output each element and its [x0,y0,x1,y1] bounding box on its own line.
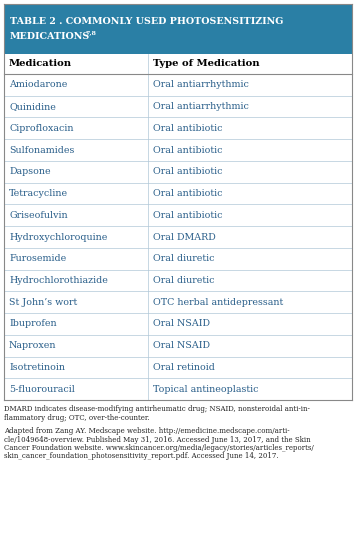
Text: Oral DMARD: Oral DMARD [153,233,216,241]
Bar [4,270,352,292]
Bar [4,226,352,248]
Text: Oral antibiotic: Oral antibiotic [153,146,223,155]
Text: Oral antibiotic: Oral antibiotic [153,211,223,220]
Text: Oral antiarrhythmic: Oral antiarrhythmic [153,102,249,111]
Text: Griseofulvin: Griseofulvin [9,211,68,220]
Text: flammatory drug; OTC, over-the-counter.: flammatory drug; OTC, over-the-counter. [4,414,150,422]
Bar [4,335,352,356]
Text: Oral diuretic: Oral diuretic [153,254,215,263]
Bar [4,356,352,378]
Bar [4,96,352,118]
Text: Hydrochlorothiazide: Hydrochlorothiazide [9,276,108,285]
Text: Oral retinoid: Oral retinoid [153,363,215,372]
Text: Hydroxychloroquine: Hydroxychloroquine [9,233,108,241]
Text: Tetracycline: Tetracycline [9,189,68,198]
Text: Amiodarone: Amiodarone [9,80,67,89]
Bar [4,74,352,96]
Text: cle/1049648-overview. Published May 31, 2016. Accessed June 13, 2017, and the Sk: cle/1049648-overview. Published May 31, … [4,435,311,444]
Text: Furosemide: Furosemide [9,254,66,263]
Text: Oral diuretic: Oral diuretic [153,276,215,285]
Text: St John’s wort: St John’s wort [9,297,77,307]
Text: Oral antibiotic: Oral antibiotic [153,167,223,177]
Text: Quinidine: Quinidine [9,102,56,111]
Bar [4,248,352,270]
Text: Naproxen: Naproxen [9,341,57,350]
Text: Oral NSAID: Oral NSAID [153,319,210,328]
Bar [4,118,352,139]
Text: Cancer Foundation website. www.skincancer.org/media/legacy/stories/articles_repo: Cancer Foundation website. www.skincance… [4,444,314,452]
Text: Ciprofloxacin: Ciprofloxacin [9,124,73,133]
Text: 7,8: 7,8 [86,30,97,35]
Text: Oral NSAID: Oral NSAID [153,341,210,350]
Text: Medication: Medication [9,59,72,68]
Text: 5-fluorouracil: 5-fluorouracil [9,385,75,394]
Text: Oral antibiotic: Oral antibiotic [153,189,223,198]
Text: Dapsone: Dapsone [9,167,51,177]
Bar [4,161,352,182]
Text: Topical antineoplastic: Topical antineoplastic [153,385,259,394]
Text: Ibuprofen: Ibuprofen [9,319,57,328]
Bar [4,292,352,313]
Bar [4,4,352,54]
Bar [4,378,352,400]
Text: TABLE 2 . COMMONLY USED PHOTOSENSITIZING: TABLE 2 . COMMONLY USED PHOTOSENSITIZING [10,17,283,26]
Text: skin_cancer_foundation_photosensitivity_report.pdf. Accessed June 14, 2017.: skin_cancer_foundation_photosensitivity_… [4,453,279,461]
Text: Oral antiarrhythmic: Oral antiarrhythmic [153,80,249,89]
Text: Isotretinoin: Isotretinoin [9,363,65,372]
Text: MEDICATIONS: MEDICATIONS [10,32,90,41]
Text: Type of Medication: Type of Medication [153,59,260,68]
Bar [4,54,352,74]
Bar [4,182,352,204]
Bar [4,204,352,226]
Text: Oral antibiotic: Oral antibiotic [153,124,223,133]
Text: Sulfonamides: Sulfonamides [9,146,74,155]
Bar [4,313,352,335]
Text: Adapted from Zang AY. Medscape website. http://emedicine.medscape.com/arti-: Adapted from Zang AY. Medscape website. … [4,427,290,435]
Text: OTC herbal antidepressant: OTC herbal antidepressant [153,297,284,307]
Bar [4,139,352,161]
Text: DMARD indicates disease-modifying antirheumatic drug; NSAID, nonsteroidal anti-i: DMARD indicates disease-modifying antirh… [4,405,310,413]
